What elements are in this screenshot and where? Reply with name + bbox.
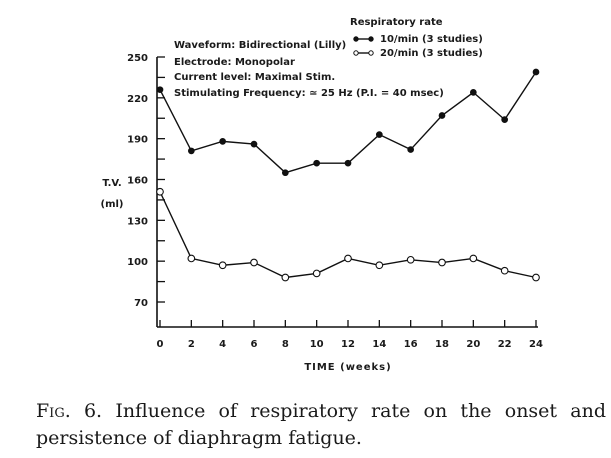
data-point-1 (250, 140, 258, 148)
annotation-text: Current level: Maximal Stim. (174, 72, 335, 83)
legend-title: Respiratory rate (350, 17, 443, 28)
y-axis-label: (ml) (101, 199, 124, 210)
data-point-1 (469, 89, 477, 96)
figure-caption: Fig. 6. Influence of respiratory rate on… (36, 398, 606, 452)
x-tick-label: 4 (219, 339, 226, 350)
legend-marker (368, 50, 374, 56)
data-point-2 (469, 254, 478, 263)
data-point-1 (532, 68, 540, 76)
y-axis-label: T.V. (102, 178, 121, 189)
x-tick-label: 2 (188, 339, 195, 350)
x-tick-label: 16 (404, 339, 418, 350)
y-tick-label: 220 (127, 94, 148, 105)
x-tick-label: 12 (341, 339, 355, 350)
data-point-1 (344, 159, 352, 167)
x-tick-label: 14 (372, 339, 386, 350)
legend-marker (368, 36, 374, 42)
data-point-2 (406, 255, 415, 264)
y-tick-label: 100 (127, 257, 148, 268)
x-tick-label: 10 (310, 339, 324, 350)
data-point-1 (501, 116, 509, 123)
annotation-text: Stimulating Frequency: ≃ 25 Hz (P.I. = 4… (174, 88, 444, 99)
y-tick-label: 250 (127, 53, 148, 64)
data-point-2 (375, 261, 384, 270)
y-tick-label: 190 (127, 135, 148, 146)
x-tick-label: 0 (157, 339, 164, 350)
data-point-1 (313, 159, 321, 167)
data-point-2 (156, 187, 164, 196)
data-point-1 (438, 112, 446, 119)
x-tick-label: 6 (251, 339, 258, 350)
annotation-text: Waveform: Bidirectional (Lilly) (174, 40, 346, 51)
caption-text: Influence of respiratory rate on the ons… (36, 400, 607, 449)
data-point-1 (281, 169, 289, 177)
data-point-2 (312, 269, 321, 278)
legend-marker (353, 50, 359, 56)
data-point-2 (438, 258, 446, 267)
data-point-2 (500, 266, 509, 275)
data-point-1 (156, 86, 164, 94)
y-tick-label: 70 (134, 298, 148, 309)
data-point-2 (532, 273, 540, 282)
legend: Respiratory rate 10/min (3 studies) 20/min… (350, 17, 483, 59)
data-point-1 (219, 138, 227, 145)
data-point-2 (250, 258, 258, 267)
legend-label: 10/min (3 studies) (380, 34, 483, 45)
data-point-1 (187, 147, 195, 155)
caption-label: Fig. 6. (36, 400, 103, 422)
data-point-2 (187, 254, 196, 263)
x-tick-label: 8 (282, 339, 289, 350)
data-point-2 (344, 254, 352, 263)
x-tick-label: 24 (529, 339, 543, 350)
x-tick-label: 20 (466, 339, 480, 350)
series (156, 68, 540, 282)
y-tick-label: 160 (127, 176, 148, 187)
legend-label: 20/min (3 studies) (380, 48, 483, 59)
series-line-2 (159, 191, 537, 279)
y-tick-label: 130 (127, 216, 148, 227)
x-tick-label: 22 (498, 339, 512, 350)
x-tick-label: 18 (435, 339, 449, 350)
annotations: Waveform: Bidirectional (Lilly) Electrode… (174, 40, 444, 99)
x-axis-label: TIME (weeks) (304, 362, 391, 373)
data-point-1 (407, 146, 415, 153)
data-point-2 (218, 261, 227, 270)
legend-marker (353, 36, 359, 42)
annotation-text: Electrode: Monopolar (174, 57, 295, 68)
data-point-2 (281, 273, 290, 282)
data-point-1 (375, 131, 383, 138)
